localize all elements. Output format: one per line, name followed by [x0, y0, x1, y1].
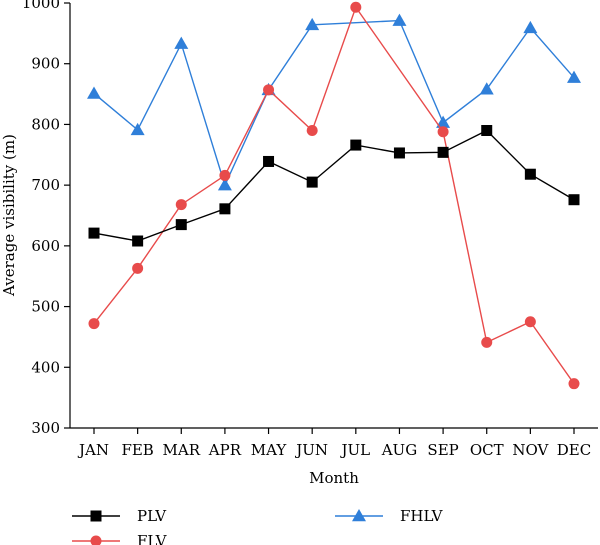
- data-point-plv: [350, 139, 362, 151]
- legend-label-fhlv: FHLV: [400, 507, 444, 525]
- legend-item-flv: FLV: [72, 532, 168, 545]
- y-tick-label: 1000: [22, 0, 60, 12]
- data-point-flv: [306, 125, 318, 136]
- legend-marker-fhlv: [352, 509, 366, 522]
- y-tick-label: 900: [31, 55, 60, 73]
- data-point-plv: [481, 125, 493, 136]
- data-point-flv: [350, 1, 362, 13]
- x-tick-label: SEP: [427, 441, 458, 459]
- data-point-fhlv: [305, 17, 320, 31]
- data-point-plv: [568, 194, 580, 206]
- x-tick-label: FEB: [121, 441, 153, 459]
- data-point-flv: [88, 318, 100, 330]
- data-point-fhlv: [567, 70, 581, 83]
- series-flv: [88, 1, 580, 390]
- y-axis-title: Average visibility (m): [0, 134, 18, 297]
- series-line-plv: [93, 129, 575, 242]
- y-tick-label: 300: [31, 419, 60, 437]
- legend-item-fhlv: FHLV: [335, 507, 444, 525]
- data-point-flv: [437, 126, 449, 138]
- x-tick-label: AUG: [381, 441, 417, 459]
- legend-label-flv: FLV: [137, 532, 168, 545]
- series-line-fhlv: [93, 19, 575, 188]
- legend-marker-plv: [90, 510, 102, 522]
- data-point-fhlv: [130, 122, 145, 136]
- data-point-plv: [88, 227, 100, 239]
- axes: [69, 3, 598, 429]
- x-tick-label: DEC: [557, 441, 591, 459]
- data-point-flv: [524, 316, 536, 328]
- data-point-fhlv: [523, 20, 538, 34]
- x-tick-label: OCT: [470, 441, 504, 459]
- y-tick-label: 800: [31, 115, 60, 133]
- data-point-flv: [219, 169, 231, 181]
- data-point-fhlv: [392, 13, 407, 26]
- y-tick-label: 500: [31, 298, 60, 316]
- data-point-plv: [132, 235, 144, 247]
- x-tick-label: APR: [208, 441, 242, 459]
- series-line-flv: [93, 5, 575, 385]
- series-fhlv: [87, 13, 581, 191]
- series-layer: [87, 1, 581, 390]
- data-point-plv: [175, 219, 187, 231]
- x-ticks: JAN FEB MAR APR MAY JUN JUL AUG SEP OCT NOV DEC: [77, 428, 591, 459]
- data-point-plv: [393, 147, 405, 159]
- y-tick-label: 400: [31, 358, 60, 376]
- legend: PLV FLV FHLV: [72, 507, 444, 545]
- data-point-fhlv: [87, 86, 101, 99]
- data-point-plv: [306, 176, 318, 188]
- legend-label-plv: PLV: [137, 507, 167, 525]
- data-point-plv: [437, 146, 449, 158]
- x-tick-label: JUN: [294, 441, 328, 459]
- data-point-flv: [132, 262, 144, 274]
- x-tick-label: NOV: [512, 441, 549, 459]
- data-point-fhlv: [174, 36, 189, 49]
- series-plv: [88, 125, 580, 247]
- data-point-flv: [175, 199, 187, 211]
- data-point-fhlv: [479, 82, 494, 95]
- legend-item-plv: PLV: [72, 507, 167, 525]
- x-tick-label: MAR: [163, 441, 201, 459]
- legend-marker-flv: [90, 535, 102, 545]
- y-tick-label: 700: [31, 176, 60, 194]
- x-axis-title: Month: [309, 469, 359, 487]
- data-point-flv: [263, 84, 275, 96]
- x-tick-label: JUL: [340, 441, 371, 459]
- x-tick-label: JAN: [77, 441, 109, 459]
- data-point-flv: [568, 378, 580, 390]
- data-point-flv: [481, 336, 493, 348]
- data-point-fhlv: [217, 178, 232, 191]
- y-ticks: 300 400 500 600 700 800 900 1000: [22, 0, 70, 437]
- y-tick-label: 600: [31, 237, 60, 255]
- data-point-fhlv: [436, 115, 451, 128]
- data-point-plv: [219, 203, 231, 215]
- data-point-plv: [524, 168, 536, 180]
- x-tick-label: MAY: [251, 441, 288, 459]
- data-point-plv: [263, 155, 275, 167]
